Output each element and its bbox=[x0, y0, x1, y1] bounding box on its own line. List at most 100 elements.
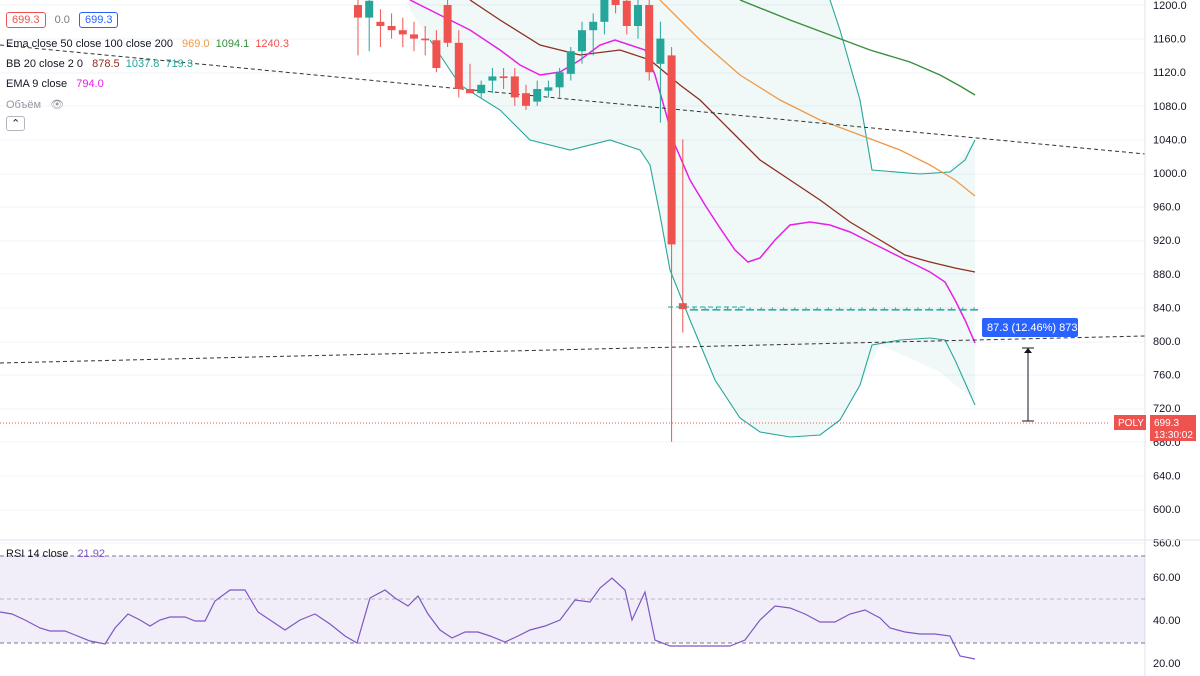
price-box-1[interactable]: 699.3 bbox=[6, 12, 46, 28]
symbol-badge-label: POLY bbox=[1118, 418, 1144, 429]
price-tick-label: 1080.0 bbox=[1153, 101, 1187, 113]
candle[interactable] bbox=[421, 26, 430, 56]
candle[interactable] bbox=[891, 307, 900, 311]
price-tick-label: 800.0 bbox=[1153, 336, 1181, 348]
candle[interactable] bbox=[466, 63, 474, 94]
legend-ema100-value: 1094.1 bbox=[215, 38, 250, 50]
candle[interactable] bbox=[387, 13, 396, 39]
candle[interactable] bbox=[768, 307, 777, 311]
candle[interactable] bbox=[544, 80, 553, 98]
candle[interactable] bbox=[902, 307, 911, 311]
price-tick-label: 1120.0 bbox=[1153, 67, 1186, 79]
price-badge-countdown: 13:30:02 bbox=[1154, 430, 1193, 441]
legend-ema-triple[interactable]: Ema close 50 close 100 close 200 969.0 1… bbox=[6, 38, 295, 50]
legend-ema200-value: 1240.3 bbox=[255, 38, 289, 50]
candle[interactable] bbox=[398, 17, 407, 47]
candle[interactable] bbox=[589, 13, 598, 56]
candle[interactable] bbox=[846, 307, 855, 311]
candle[interactable] bbox=[936, 307, 945, 311]
trendline-lower[interactable] bbox=[0, 335, 1146, 364]
change-value: 0.0 bbox=[54, 14, 70, 26]
candle[interactable] bbox=[443, 0, 452, 47]
legend-rsi-value: 21.92 bbox=[77, 548, 105, 560]
candle[interactable] bbox=[555, 68, 564, 98]
candle[interactable] bbox=[667, 47, 676, 442]
candle[interactable] bbox=[566, 47, 575, 81]
candle[interactable] bbox=[432, 30, 441, 73]
legend-bb[interactable]: BB 20 close 2 0 878.5 1037.8 719.3 bbox=[6, 58, 199, 70]
candle[interactable] bbox=[634, 0, 642, 39]
legend-ema-triple-label: Ema close 50 close 100 close 200 bbox=[6, 38, 173, 50]
candle[interactable] bbox=[802, 307, 810, 311]
price-tick-label: 1000.0 bbox=[1153, 168, 1187, 180]
candle[interactable] bbox=[723, 307, 732, 311]
candle[interactable] bbox=[522, 84, 530, 110]
candle[interactable] bbox=[510, 68, 519, 106]
candle[interactable] bbox=[611, 0, 620, 14]
candle[interactable] bbox=[824, 307, 833, 311]
candle[interactable] bbox=[869, 307, 878, 311]
candle[interactable] bbox=[914, 307, 922, 311]
candle[interactable] bbox=[622, 0, 631, 35]
candle[interactable] bbox=[656, 21, 665, 123]
measure-tool[interactable]: 87.3 (12.46%) 873 bbox=[982, 318, 1078, 422]
legend-bb-basis-value: 878.5 bbox=[92, 58, 120, 70]
candle[interactable] bbox=[600, 0, 609, 35]
candle[interactable] bbox=[410, 21, 418, 52]
legend-collapse[interactable]: ⌃ bbox=[6, 116, 31, 131]
price-tick-label: 760.0 bbox=[1153, 370, 1181, 382]
candle[interactable] bbox=[376, 9, 385, 47]
legend-rsi[interactable]: RSI 14 close 21.92 bbox=[6, 548, 111, 560]
price-tick-label: 640.0 bbox=[1153, 470, 1181, 482]
bb-lower-line bbox=[429, 39, 976, 438]
candle[interactable] bbox=[701, 307, 710, 311]
candle[interactable] bbox=[925, 307, 934, 311]
candle[interactable] bbox=[454, 30, 463, 98]
legend-header: 699.3 0.0 699.3 bbox=[6, 12, 124, 28]
candle[interactable] bbox=[790, 307, 799, 311]
ema50-line bbox=[659, 0, 976, 197]
price-axis[interactable]: 1200.0 1160.0 1120.0 1080.0 1040.0 1000.0 960.… bbox=[1114, 0, 1196, 676]
candle[interactable] bbox=[746, 307, 754, 311]
candle[interactable] bbox=[970, 307, 978, 311]
candle[interactable] bbox=[645, 0, 654, 81]
candle[interactable] bbox=[690, 307, 698, 311]
candle[interactable] bbox=[757, 307, 766, 311]
candle[interactable] bbox=[533, 80, 542, 106]
bb-upper-line bbox=[829, 0, 976, 175]
candle[interactable] bbox=[488, 68, 497, 94]
chevron-up-icon[interactable]: ⌃ bbox=[6, 116, 26, 131]
price-badge bbox=[1150, 415, 1196, 441]
candle[interactable] bbox=[678, 139, 687, 333]
candles[interactable] bbox=[354, 0, 978, 442]
candle[interactable] bbox=[835, 307, 844, 311]
candle[interactable] bbox=[813, 307, 822, 311]
legend-ema50-value: 969.0 bbox=[182, 38, 210, 50]
legend-volume[interactable]: Объём 👁 bbox=[6, 98, 70, 111]
candle[interactable] bbox=[779, 307, 788, 311]
candle[interactable] bbox=[354, 0, 362, 56]
price-tick-label: 920.0 bbox=[1153, 235, 1181, 247]
candle[interactable] bbox=[947, 307, 956, 311]
legend-ema9-value: 794.0 bbox=[76, 78, 104, 90]
candle[interactable] bbox=[365, 0, 374, 52]
candle[interactable] bbox=[712, 307, 721, 311]
rsi-pane[interactable]: 60.00 40.00 20.00 bbox=[0, 539, 1200, 670]
price-tick-label: 960.0 bbox=[1153, 202, 1181, 214]
price-tick-label: 1160.0 bbox=[1153, 34, 1186, 46]
candle[interactable] bbox=[958, 307, 967, 311]
candle[interactable] bbox=[858, 307, 866, 311]
trendline-upper[interactable] bbox=[0, 44, 1146, 155]
candle[interactable] bbox=[734, 307, 743, 311]
candle[interactable] bbox=[578, 21, 586, 64]
legend-ema9-label: EMA 9 close bbox=[6, 78, 68, 90]
candle[interactable] bbox=[477, 80, 486, 98]
eye-hidden-icon[interactable]: 👁 bbox=[50, 99, 65, 111]
candle[interactable] bbox=[880, 307, 889, 311]
legend-bb-upper-value: 1037.8 bbox=[125, 58, 160, 70]
price-box-2[interactable]: 699.3 bbox=[78, 12, 119, 28]
legend-ema9[interactable]: EMA 9 close 794.0 bbox=[6, 78, 110, 90]
candle[interactable] bbox=[499, 68, 508, 89]
main-grid bbox=[0, 4, 1145, 544]
